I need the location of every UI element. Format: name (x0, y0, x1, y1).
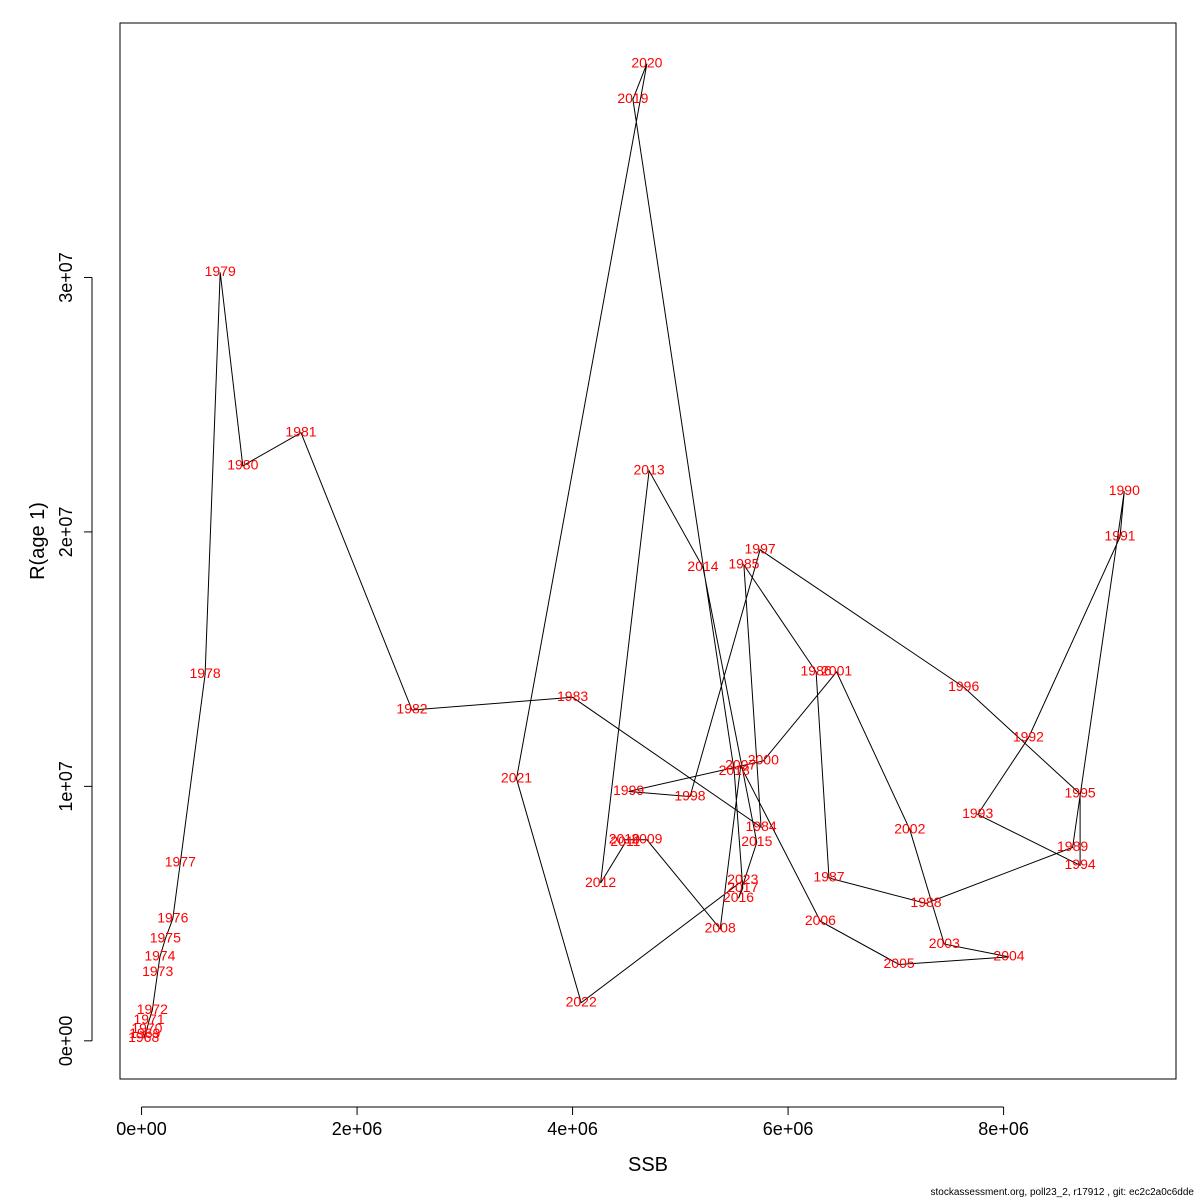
point-label-1970: 1970 (131, 1020, 162, 1036)
point-label-1981: 1981 (285, 423, 316, 439)
point-label-1976: 1976 (157, 909, 188, 925)
point-label-2005: 2005 (884, 955, 915, 971)
point-label-2001: 2001 (821, 663, 852, 679)
point-label-1972: 1972 (137, 1001, 168, 1017)
point-label-1994: 1994 (1065, 856, 1096, 872)
point-label-1999: 1999 (613, 782, 644, 798)
point-label-2020: 2020 (631, 54, 662, 70)
point-label-2018: 2018 (719, 762, 750, 778)
point-label-2022: 2022 (566, 993, 597, 1009)
x-tick-label: 4e+06 (547, 1119, 598, 1139)
point-label-2021: 2021 (501, 769, 532, 785)
point-label-1973: 1973 (142, 963, 173, 979)
x-axis: 0e+00 2e+06 4e+06 6e+06 8e+06 (116, 1106, 1029, 1139)
point-label-1985: 1985 (728, 556, 759, 572)
point-label-1978: 1978 (190, 665, 221, 681)
point-label-2012: 2012 (585, 874, 616, 890)
y-tick-label: 1e+07 (56, 761, 76, 812)
point-label-1984: 1984 (746, 818, 777, 834)
footer-credit: stockassessment.org, poll23_2, r17912 , … (930, 1187, 1195, 1198)
point-label-1975: 1975 (150, 930, 181, 946)
y-axis-title: R(age 1) (27, 502, 49, 580)
point-label-2008: 2008 (705, 920, 736, 936)
point-label-1991: 1991 (1104, 528, 1135, 544)
point-label-1989: 1989 (1057, 838, 1088, 854)
point-label-1993: 1993 (962, 805, 993, 821)
point-label-2007: 2007 (725, 757, 756, 773)
point-label-2015: 2015 (741, 833, 772, 849)
point-label-2010: 2010 (609, 831, 640, 847)
point-label-1987: 1987 (813, 869, 844, 885)
point-label-2009: 2009 (631, 831, 662, 847)
point-label-1988: 1988 (910, 894, 941, 910)
point-label-1982: 1982 (396, 701, 427, 717)
plot-frame (119, 22, 1177, 1080)
y-axis: 0e+00 1e+07 2e+07 3e+07 (56, 252, 93, 1067)
point-label-2016: 2016 (723, 889, 754, 905)
x-tick-label: 8e+06 (978, 1119, 1029, 1139)
point-label-2014: 2014 (687, 558, 718, 574)
x-axis-title: SSB (628, 1154, 668, 1176)
point-label-1986: 1986 (801, 663, 832, 679)
x-tick-label: 2e+06 (332, 1119, 383, 1139)
point-label-2002: 2002 (894, 820, 925, 836)
point-label-2000: 2000 (748, 752, 779, 768)
y-tick-label: 0e+00 (56, 1016, 76, 1067)
point-label-1983: 1983 (557, 688, 588, 704)
point-label-1998: 1998 (674, 787, 705, 803)
point-label-2003: 2003 (929, 935, 960, 951)
y-tick-label: 3e+07 (56, 252, 76, 303)
point-label-1977: 1977 (165, 853, 196, 869)
point-label-2013: 2013 (634, 462, 665, 478)
x-tick-label: 6e+06 (763, 1119, 814, 1139)
point-label-2017: 2017 (727, 879, 758, 895)
point-label-1995: 1995 (1065, 785, 1096, 801)
point-label-1996: 1996 (948, 678, 979, 694)
point-label-1980: 1980 (227, 457, 258, 473)
point-label-1992: 1992 (1013, 729, 1044, 745)
point-label-1990: 1990 (1109, 482, 1140, 498)
point-label-1979: 1979 (205, 263, 236, 279)
y-tick-label: 2e+07 (56, 507, 76, 558)
point-label-1974: 1974 (144, 948, 175, 964)
series-line (143, 63, 1125, 1039)
point-label-2004: 2004 (993, 948, 1024, 964)
point-label-1969: 1969 (129, 1025, 160, 1041)
point-label-1971: 1971 (134, 1011, 165, 1027)
point-label-2023: 2023 (727, 871, 758, 887)
point-label-2006: 2006 (805, 912, 836, 928)
x-tick-label: 0e+00 (116, 1119, 167, 1139)
point-label-2019: 2019 (617, 90, 648, 106)
point-label-1997: 1997 (745, 540, 776, 556)
point-label-2011: 2011 (610, 833, 640, 849)
point-label-1968: 1968 (128, 1029, 159, 1045)
